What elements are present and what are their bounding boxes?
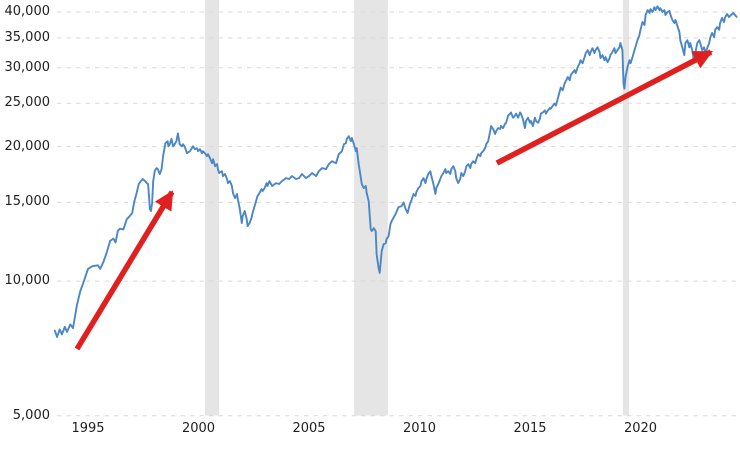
- x-axis-tick-label: 2005: [292, 421, 326, 436]
- x-axis-tick-label: 2015: [513, 421, 547, 436]
- y-axis-tick-label: 5,000: [12, 407, 50, 423]
- y-axis-tick-label: 40,000: [4, 4, 51, 19]
- x-axis-tick-label: 2020: [623, 421, 658, 436]
- price-line: [53, 5, 738, 338]
- trend-arrows: [74, 49, 713, 351]
- recession-band: [622, 0, 629, 416]
- recession-band: [354, 0, 388, 416]
- y-axis-tick-label: 35,000: [4, 29, 51, 45]
- trend-arrow: [495, 49, 713, 166]
- x-axis-tick-label: 2010: [402, 421, 437, 436]
- y-axis-tick-label: 20,000: [4, 138, 51, 154]
- trend-arrow: [74, 190, 175, 351]
- y-axis-tick-label: 25,000: [4, 95, 51, 111]
- recession-bands: [204, 0, 629, 416]
- y-axis-tick-label: 30,000: [4, 59, 51, 75]
- recession-band: [204, 0, 219, 416]
- y-axis-tick-label: 15,000: [4, 194, 51, 210]
- x-axis-tick-label: 1995: [71, 421, 105, 436]
- x-axis-tick-label: 2000: [181, 421, 216, 436]
- y-axis-tick-label: 10,000: [4, 273, 51, 289]
